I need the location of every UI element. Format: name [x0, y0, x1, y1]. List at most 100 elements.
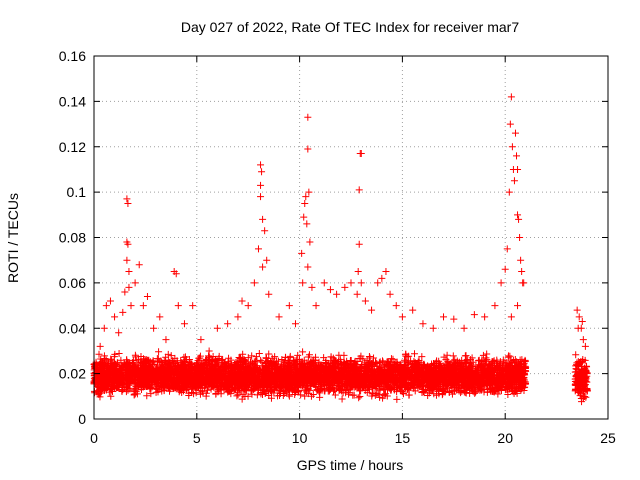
data-point [238, 395, 246, 403]
data-point [252, 370, 260, 378]
data-point [420, 386, 428, 394]
data-point [246, 377, 254, 385]
data-point [443, 383, 451, 391]
data-point [286, 354, 294, 362]
data-point [322, 356, 330, 364]
data-point [468, 354, 476, 362]
data-point [489, 358, 497, 366]
data-point [110, 353, 118, 361]
data-point [483, 356, 491, 364]
data-point [98, 387, 106, 395]
data-point [265, 391, 273, 399]
data-point [124, 386, 132, 394]
data-point [482, 382, 490, 390]
data-point [209, 364, 217, 372]
data-point [259, 391, 267, 399]
data-point [359, 377, 367, 385]
data-point [316, 389, 324, 397]
chart-title: Day 027 of 2022, Rate Of TEC Index for r… [181, 19, 519, 35]
data-point [308, 357, 316, 365]
data-point [338, 395, 346, 403]
data-point [479, 351, 487, 359]
data-point [185, 358, 193, 366]
data-point [504, 391, 512, 399]
data-point [133, 390, 141, 398]
data-point [265, 367, 273, 375]
data-point [95, 350, 103, 358]
data-point [299, 348, 307, 356]
data-point [423, 382, 431, 390]
data-point [287, 365, 295, 373]
data-point [129, 357, 137, 365]
data-point [252, 353, 260, 361]
data-point [411, 350, 419, 358]
data-point [501, 359, 509, 367]
data-point [331, 391, 339, 399]
data-point [309, 390, 317, 398]
data-point [287, 381, 295, 389]
data-point [496, 360, 504, 368]
data-point [267, 387, 275, 395]
data-point [199, 389, 207, 397]
data-point [364, 368, 372, 376]
data-point [94, 382, 102, 390]
data-point [443, 351, 451, 359]
data-point [202, 392, 210, 400]
data-point [143, 392, 151, 400]
data-point [478, 386, 486, 394]
data-point [278, 382, 286, 390]
data-point [500, 373, 508, 381]
data-point [393, 395, 401, 403]
data-point [376, 393, 384, 401]
data-points [90, 93, 591, 406]
data-point [302, 388, 310, 396]
data-point [389, 355, 397, 363]
data-point [419, 364, 427, 372]
data-point [246, 364, 254, 372]
data-point [361, 387, 369, 395]
data-point [160, 384, 168, 392]
data-point [448, 390, 456, 398]
data-point [508, 359, 516, 367]
data-point [258, 358, 266, 366]
data-point [317, 385, 325, 393]
data-point [155, 348, 163, 356]
data-point [146, 383, 154, 391]
data-point [342, 387, 350, 395]
data-point [136, 379, 144, 387]
data-point [401, 371, 409, 379]
data-point [354, 384, 362, 392]
data-point [343, 360, 351, 368]
data-point [418, 353, 426, 361]
data-point [265, 350, 273, 358]
data-point [100, 352, 108, 360]
data-point [449, 352, 457, 360]
data-point [227, 390, 235, 398]
data-point [379, 394, 387, 402]
data-point [153, 355, 161, 363]
data-point [404, 366, 412, 374]
data-point [255, 350, 263, 358]
data-point [430, 390, 438, 398]
data-point [384, 358, 392, 366]
data-point [262, 354, 270, 362]
data-point [345, 390, 353, 398]
data-point [294, 351, 302, 359]
data-point [518, 375, 526, 383]
data-point [276, 389, 284, 397]
data-point [211, 370, 219, 378]
data-point [244, 354, 252, 362]
data-point [248, 359, 256, 367]
data-point [355, 394, 363, 402]
data-point [115, 349, 123, 357]
data-point [124, 376, 132, 384]
data-point [373, 376, 381, 384]
data-point [219, 356, 227, 364]
data-point [428, 385, 436, 393]
data-point [425, 389, 433, 397]
data-point [335, 351, 343, 359]
data-point [239, 390, 247, 398]
data-point [120, 384, 128, 392]
data-point [369, 381, 377, 389]
data-point [370, 354, 378, 362]
